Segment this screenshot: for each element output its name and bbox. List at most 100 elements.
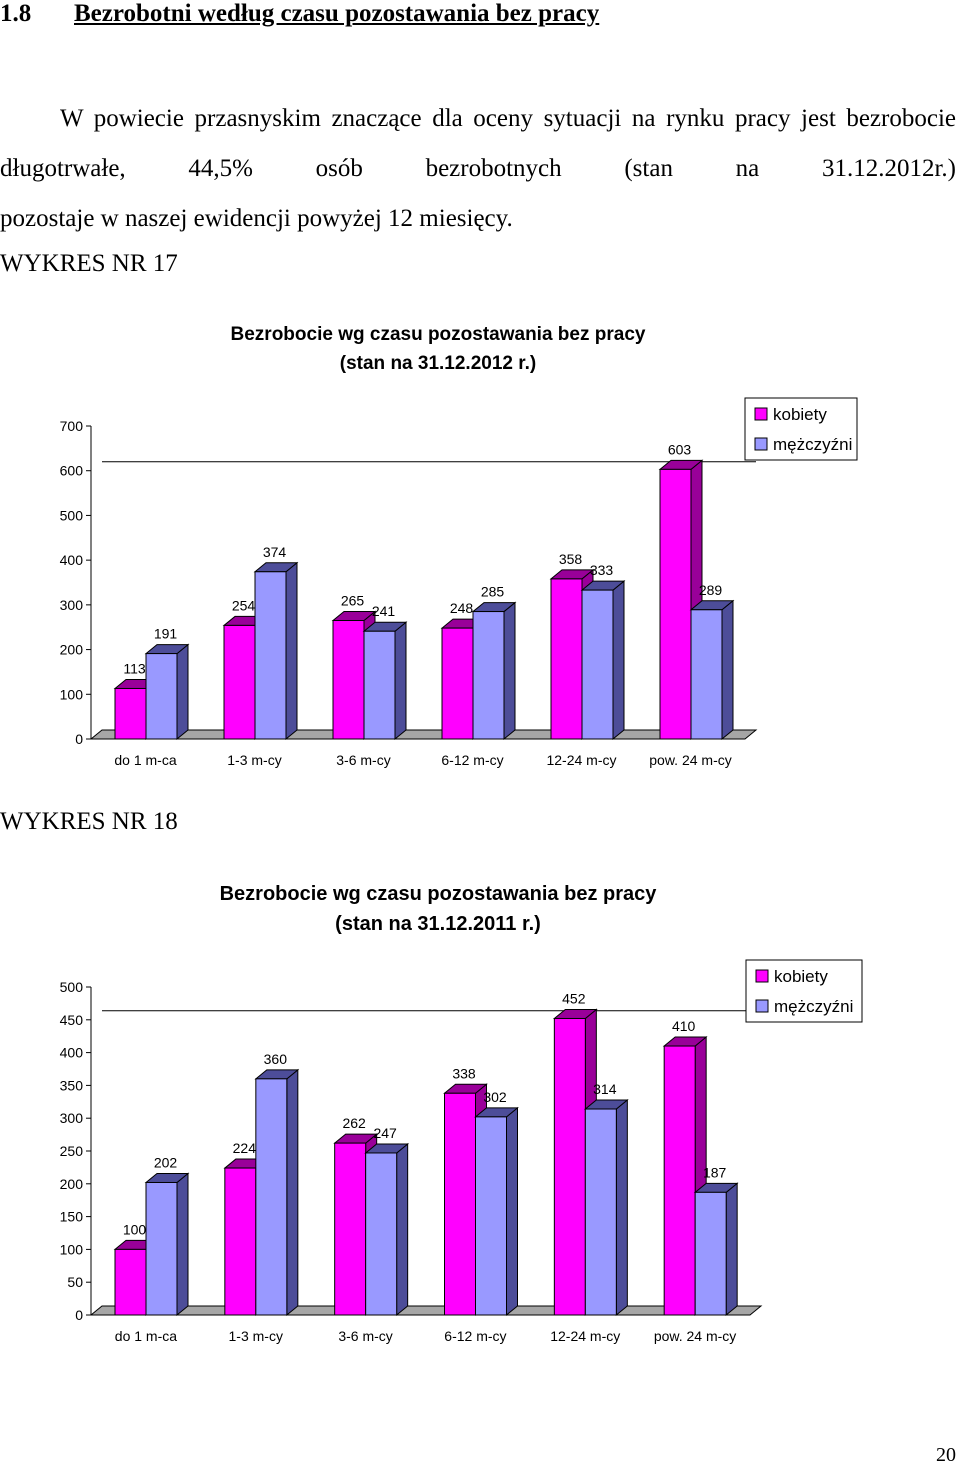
y-tick-label: 0 <box>75 731 83 747</box>
category-label: 1-3 m-cy <box>229 1328 283 1344</box>
y-tick-label: 400 <box>60 1045 84 1061</box>
y-tick-label: 400 <box>60 552 84 568</box>
bar <box>254 571 287 740</box>
bar <box>224 1167 257 1316</box>
category-label: 1-3 m-cy <box>227 752 281 768</box>
category-label: 3-6 m-cy <box>338 1328 392 1344</box>
bar-side <box>176 643 189 741</box>
category-label: 3-6 m-cy <box>336 752 390 768</box>
chart-title: Bezrobocie wg czasu pozostawania bez pra… <box>231 324 646 345</box>
bar <box>553 1017 586 1316</box>
bar <box>145 653 178 740</box>
legend-label: kobiety <box>773 405 827 424</box>
chart-floor <box>89 1305 763 1316</box>
data-label: 262 <box>342 1115 366 1131</box>
bar <box>581 589 614 740</box>
bar <box>584 1108 617 1316</box>
data-label: 187 <box>703 1164 727 1180</box>
chart-floor <box>89 729 758 740</box>
bar <box>145 1181 178 1316</box>
bar <box>690 609 723 740</box>
bar-side <box>506 1106 518 1317</box>
bar <box>255 1078 288 1316</box>
bar <box>550 578 583 740</box>
data-label: 113 <box>123 660 146 676</box>
data-label: 289 <box>699 582 723 598</box>
data-label: 247 <box>373 1125 397 1141</box>
chart-2011: Bezrobocie wg czasu pozostawania bez pra… <box>60 883 863 1344</box>
y-tick-label: 0 <box>75 1307 83 1323</box>
bar-side <box>285 561 298 741</box>
chart-2012: Bezrobocie wg czasu pozostawania bez pra… <box>60 324 858 768</box>
data-label: 360 <box>264 1051 288 1067</box>
data-label: 452 <box>562 990 586 1006</box>
legend-swatch <box>754 407 768 421</box>
data-label: 285 <box>481 584 505 600</box>
category-label: do 1 m-ca <box>114 752 176 768</box>
y-tick-label: 200 <box>60 642 84 658</box>
category-label: 6-12 m-cy <box>444 1328 506 1344</box>
data-label: 248 <box>450 600 474 616</box>
figure-label-18: WYKRES NR 18 <box>0 808 178 835</box>
category-label: pow. 24 m-cy <box>654 1328 736 1344</box>
bar <box>472 611 505 740</box>
bar <box>365 1152 398 1316</box>
section-heading: 1.8 Bezrobotni według czasu pozostawania … <box>0 0 599 28</box>
data-label: 191 <box>154 626 178 642</box>
y-tick-label: 450 <box>60 1012 84 1028</box>
bar <box>475 1116 507 1316</box>
y-tick-label: 300 <box>60 597 84 613</box>
y-tick-label: 150 <box>60 1209 84 1225</box>
legend-label: mężczyźni <box>773 435 852 454</box>
section-number: 1.8 <box>0 0 32 27</box>
paragraph-line-1: W powiecie przasnyskim znaczące dla ocen… <box>0 105 956 182</box>
data-label: 241 <box>372 603 396 619</box>
bar-side <box>394 621 407 741</box>
bar <box>663 1045 696 1316</box>
data-label: 314 <box>593 1081 617 1097</box>
data-label: 603 <box>668 441 692 457</box>
paragraph-line-2: pozostaje w naszej ewidencji powyżej 12 … <box>0 205 513 232</box>
bar <box>444 1092 476 1316</box>
bar-side <box>612 580 625 741</box>
bar <box>694 1191 727 1316</box>
figure-label-17: WYKRES NR 17 <box>0 250 178 277</box>
section-title: Bezrobotni według czasu pozostawania bez… <box>74 0 600 27</box>
y-tick-label: 600 <box>60 463 84 479</box>
page-number: 20 <box>936 1444 956 1466</box>
bar <box>334 1142 367 1316</box>
bar-side <box>503 601 516 741</box>
bar <box>114 1248 147 1316</box>
legend-swatch <box>755 969 769 983</box>
legend-label: mężczyźni <box>774 997 853 1016</box>
category-label: do 1 m-ca <box>115 1328 177 1344</box>
data-label: 100 <box>123 1221 147 1237</box>
category-label: pow. 24 m-cy <box>649 752 731 768</box>
chart-title: Bezrobocie wg czasu pozostawania bez pra… <box>220 883 658 905</box>
y-tick-label: 350 <box>60 1077 84 1093</box>
category-label: 6-12 m-cy <box>441 752 503 768</box>
data-label: 338 <box>452 1065 476 1081</box>
y-tick-label: 200 <box>60 1176 84 1192</box>
data-label: 302 <box>483 1089 507 1105</box>
y-tick-label: 300 <box>60 1110 84 1126</box>
y-tick-label: 100 <box>60 1241 84 1257</box>
legend-swatch <box>754 437 768 451</box>
bar <box>114 687 147 740</box>
bar-side <box>615 1098 628 1317</box>
data-label: 374 <box>263 544 287 560</box>
chart-subtitle: (stan na 31.12.2011 r.) <box>335 913 541 935</box>
y-tick-label: 500 <box>60 507 84 523</box>
data-label: 358 <box>559 551 583 567</box>
bar <box>659 468 692 740</box>
bar-side <box>396 1142 409 1317</box>
intro-paragraph: W powiecie przasnyskim znaczące dla ocen… <box>0 94 956 244</box>
y-tick-label: 500 <box>60 979 84 995</box>
bar-side <box>721 599 734 741</box>
data-label: 224 <box>233 1140 257 1156</box>
data-label: 202 <box>154 1154 178 1170</box>
y-tick-label: 250 <box>60 1143 84 1159</box>
legend-label: kobiety <box>774 967 828 986</box>
y-tick-label: 700 <box>60 418 84 434</box>
data-label: 333 <box>590 562 614 578</box>
